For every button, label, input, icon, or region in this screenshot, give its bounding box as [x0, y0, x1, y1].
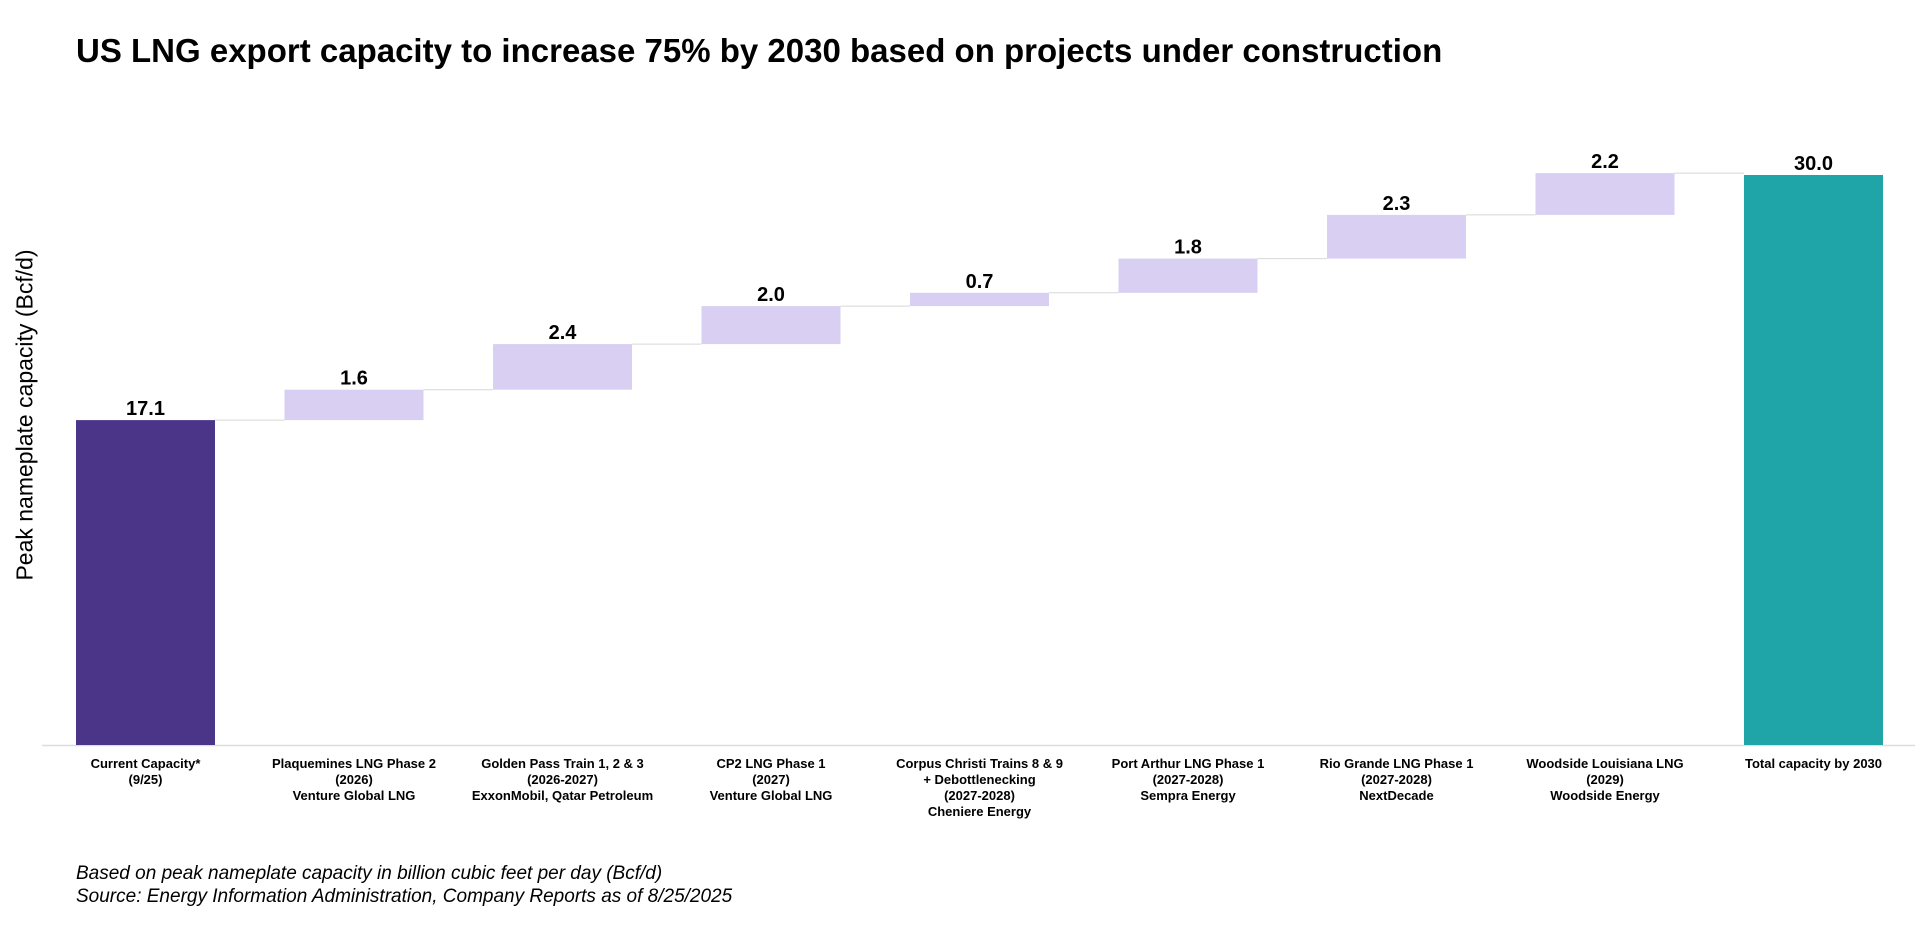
- category-label-woodside-louisiana-lng: Woodside Louisiana LNG(2029)Woodside Ene…: [1526, 756, 1683, 803]
- value-label-woodside-louisiana-lng: 2.2: [1591, 151, 1619, 173]
- category-label-line: Cheniere Energy: [928, 804, 1032, 819]
- bar-woodside-louisiana-lng: [1535, 173, 1675, 215]
- footnote: Based on peak nameplate capacity in bill…: [76, 862, 732, 908]
- category-label-current-capacity: Current Capacity*(9/25): [91, 756, 202, 787]
- bar-corpus-christi-trains-8-9: [910, 292, 1049, 307]
- category-label-line: Total capacity by 2030: [1745, 756, 1882, 771]
- bar-rio-grande-lng-phase-1: [1327, 214, 1466, 259]
- category-label-line: + Debottlenecking: [923, 772, 1035, 787]
- category-label-line: (2027-2028): [1361, 772, 1432, 787]
- category-label-total-capacity-by-2030: Total capacity by 2030: [1745, 756, 1882, 771]
- value-label-total-capacity-by-2030: 30.0: [1794, 153, 1833, 175]
- category-label-corpus-christi-trains-8-9: Corpus Christi Trains 8 & 9+ Debottlenec…: [896, 756, 1063, 819]
- category-label-cp2-lng-phase-1: CP2 LNG Phase 1(2027)Venture Global LNG: [710, 756, 833, 803]
- category-label-port-arthur-lng-phase-1: Port Arthur LNG Phase 1(2027-2028)Sempra…: [1112, 756, 1265, 803]
- category-label-line: Port Arthur LNG Phase 1: [1112, 756, 1265, 771]
- category-label-golden-pass-train-1-2-3: Golden Pass Train 1, 2 & 3(2026-2027)Exx…: [472, 756, 653, 803]
- value-label-current-capacity: 17.1: [126, 398, 165, 420]
- category-label-line: Golden Pass Train 1, 2 & 3: [481, 756, 644, 771]
- bar-golden-pass-train-1-2-3: [493, 344, 632, 390]
- category-label-line: Rio Grande LNG Phase 1: [1320, 756, 1474, 771]
- category-label-line: (2027): [752, 772, 790, 787]
- category-label-rio-grande-lng-phase-1: Rio Grande LNG Phase 1(2027-2028)NextDec…: [1320, 756, 1474, 803]
- category-label-line: Plaquemines LNG Phase 2: [272, 756, 436, 771]
- value-label-corpus-christi-trains-8-9: 0.7: [966, 271, 994, 293]
- category-label-line: (2027-2028): [1153, 772, 1224, 787]
- category-label-line: ExxonMobil, Qatar Petroleum: [472, 788, 653, 803]
- category-label-line: (2027-2028): [944, 788, 1015, 803]
- category-label-line: NextDecade: [1359, 788, 1433, 803]
- category-label-line: (2029): [1586, 772, 1624, 787]
- category-label-line: Venture Global LNG: [710, 788, 833, 803]
- category-label-line: Sempra Energy: [1140, 788, 1236, 803]
- category-label-line: Woodside Louisiana LNG: [1526, 756, 1683, 771]
- category-label-line: Woodside Energy: [1550, 788, 1660, 803]
- category-label-line: Current Capacity*: [91, 756, 202, 771]
- category-label-line: (9/25): [129, 772, 163, 787]
- value-label-golden-pass-train-1-2-3: 2.4: [549, 322, 578, 344]
- category-label-plaquemines-lng-phase-2: Plaquemines LNG Phase 2(2026)Venture Glo…: [272, 756, 436, 803]
- category-label-line: Venture Global LNG: [293, 788, 416, 803]
- category-label-line: Corpus Christi Trains 8 & 9: [896, 756, 1063, 771]
- bar-port-arthur-lng-phase-1: [1118, 258, 1258, 293]
- footnote-description: Based on peak nameplate capacity in bill…: [76, 863, 663, 884]
- bar-plaquemines-lng-phase-2: [284, 389, 424, 421]
- category-label-line: (2026): [335, 772, 373, 787]
- value-label-cp2-lng-phase-1: 2.0: [757, 284, 785, 306]
- footnote-source: Source: Energy Information Administratio…: [76, 886, 733, 907]
- category-label-line: (2026-2027): [527, 772, 598, 787]
- value-label-rio-grande-lng-phase-1: 2.3: [1383, 193, 1411, 215]
- bar-cp2-lng-phase-1: [701, 306, 841, 345]
- category-label-line: CP2 LNG Phase 1: [716, 756, 825, 771]
- value-label-plaquemines-lng-phase-2: 1.6: [340, 368, 368, 390]
- bar-total-capacity-by-2030: [1744, 175, 1883, 745]
- bar-current-capacity: [76, 420, 215, 745]
- chart-title: US LNG export capacity to increase 75% b…: [76, 32, 1443, 69]
- value-label-port-arthur-lng-phase-1: 1.8: [1174, 237, 1202, 259]
